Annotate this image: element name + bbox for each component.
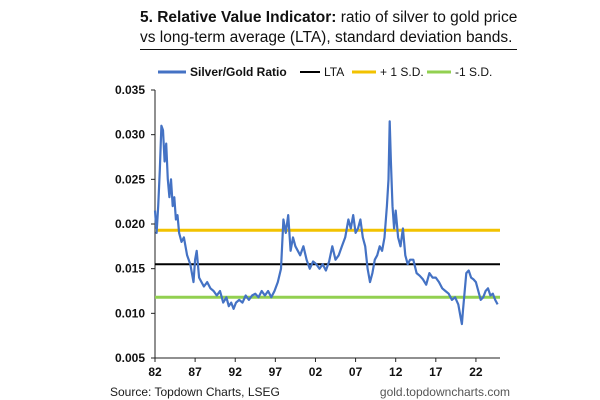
x-tick-label: 87 [188,365,202,379]
x-tick-label: 22 [469,365,483,379]
legend-lta-label: LTA [324,65,344,79]
y-tick-label: 0.025 [115,172,145,186]
y-tick-label: 0.015 [115,262,145,276]
x-tick-label: 02 [309,365,323,379]
x-tick-label: 07 [349,365,363,379]
y-tick-label: 0.030 [115,128,145,142]
legend-minus-sd-label: -1 S.D. [455,65,492,79]
x-tick-label: 82 [148,365,162,379]
source-note: Source: Topdown Charts, LSEG [110,385,280,399]
chart-title-rest: ratio of silver to gold price vs long-te… [140,9,518,46]
y-tick-label: 0.020 [115,217,145,231]
chart-title: 5. Relative Value Indicator: ratio of si… [140,8,530,48]
x-tick-label: 97 [269,365,283,379]
legend-plus-sd-label: + 1 S.D. [380,65,424,79]
legend-ratio-label: Silver/Gold Ratio [190,65,287,79]
y-tick-label: 0.010 [115,306,145,320]
silver-gold-ratio-line [153,120,499,326]
y-tick-label: 0.035 [115,83,145,97]
x-tick-label: 92 [229,365,243,379]
x-tick-label: 12 [389,365,403,379]
website-credit: gold.topdowncharts.com [379,385,510,399]
y-tick-label: 0.005 [115,351,145,365]
x-tick-label: 17 [429,365,443,379]
title-divider [140,49,517,50]
chart-title-bold: 5. Relative Value Indicator: [140,9,337,26]
